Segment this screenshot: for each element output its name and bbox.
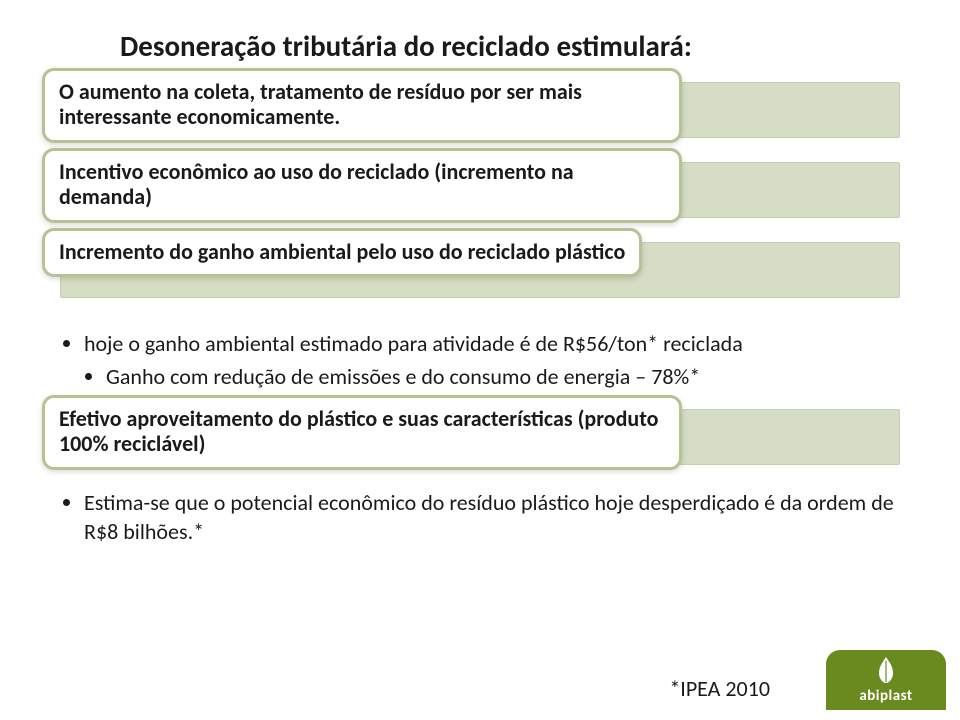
- box-1: O aumento na coleta, tratamento de resíd…: [42, 68, 682, 143]
- bullet-4-1: Estima-se que o potencial econômico do r…: [84, 489, 900, 546]
- slide: Desoneração tributária do reciclado esti…: [0, 0, 960, 720]
- bullet-3-1: hoje o ganho ambiental estimado para ati…: [84, 330, 900, 359]
- bullets-section-3: hoje o ganho ambiental estimado para ati…: [60, 330, 900, 391]
- brand-logo: abiplast: [826, 630, 946, 710]
- logo-bg: abiplast: [826, 650, 946, 710]
- box-2: Incentivo econômico ao uso do reciclado …: [42, 148, 682, 223]
- logo-text: abiplast: [859, 687, 912, 705]
- bullets-section-3-sub: Ganho com redução de emissões e do consu…: [84, 363, 900, 392]
- box-3: Incremento do ganho ambiental pelo uso d…: [42, 228, 642, 277]
- slide-title: Desoneração tributária do reciclado esti…: [120, 28, 900, 64]
- section-2: Incentivo econômico ao uso do reciclado …: [60, 162, 900, 218]
- section-4: Efetivo aproveitamento do plástico e sua…: [60, 409, 900, 465]
- section-3: Incremento do ganho ambiental pelo uso d…: [60, 242, 900, 298]
- box-4: Efetivo aproveitamento do plástico e sua…: [42, 395, 682, 470]
- bullet-3-1-1: Ganho com redução de emissões e do consu…: [106, 363, 900, 392]
- footnote-source: *IPEA 2010: [669, 675, 770, 702]
- bullets-section-4: Estima-se que o potencial econômico do r…: [60, 489, 900, 546]
- section-1: O aumento na coleta, tratamento de resíd…: [60, 82, 900, 138]
- leaf-icon: [873, 655, 899, 685]
